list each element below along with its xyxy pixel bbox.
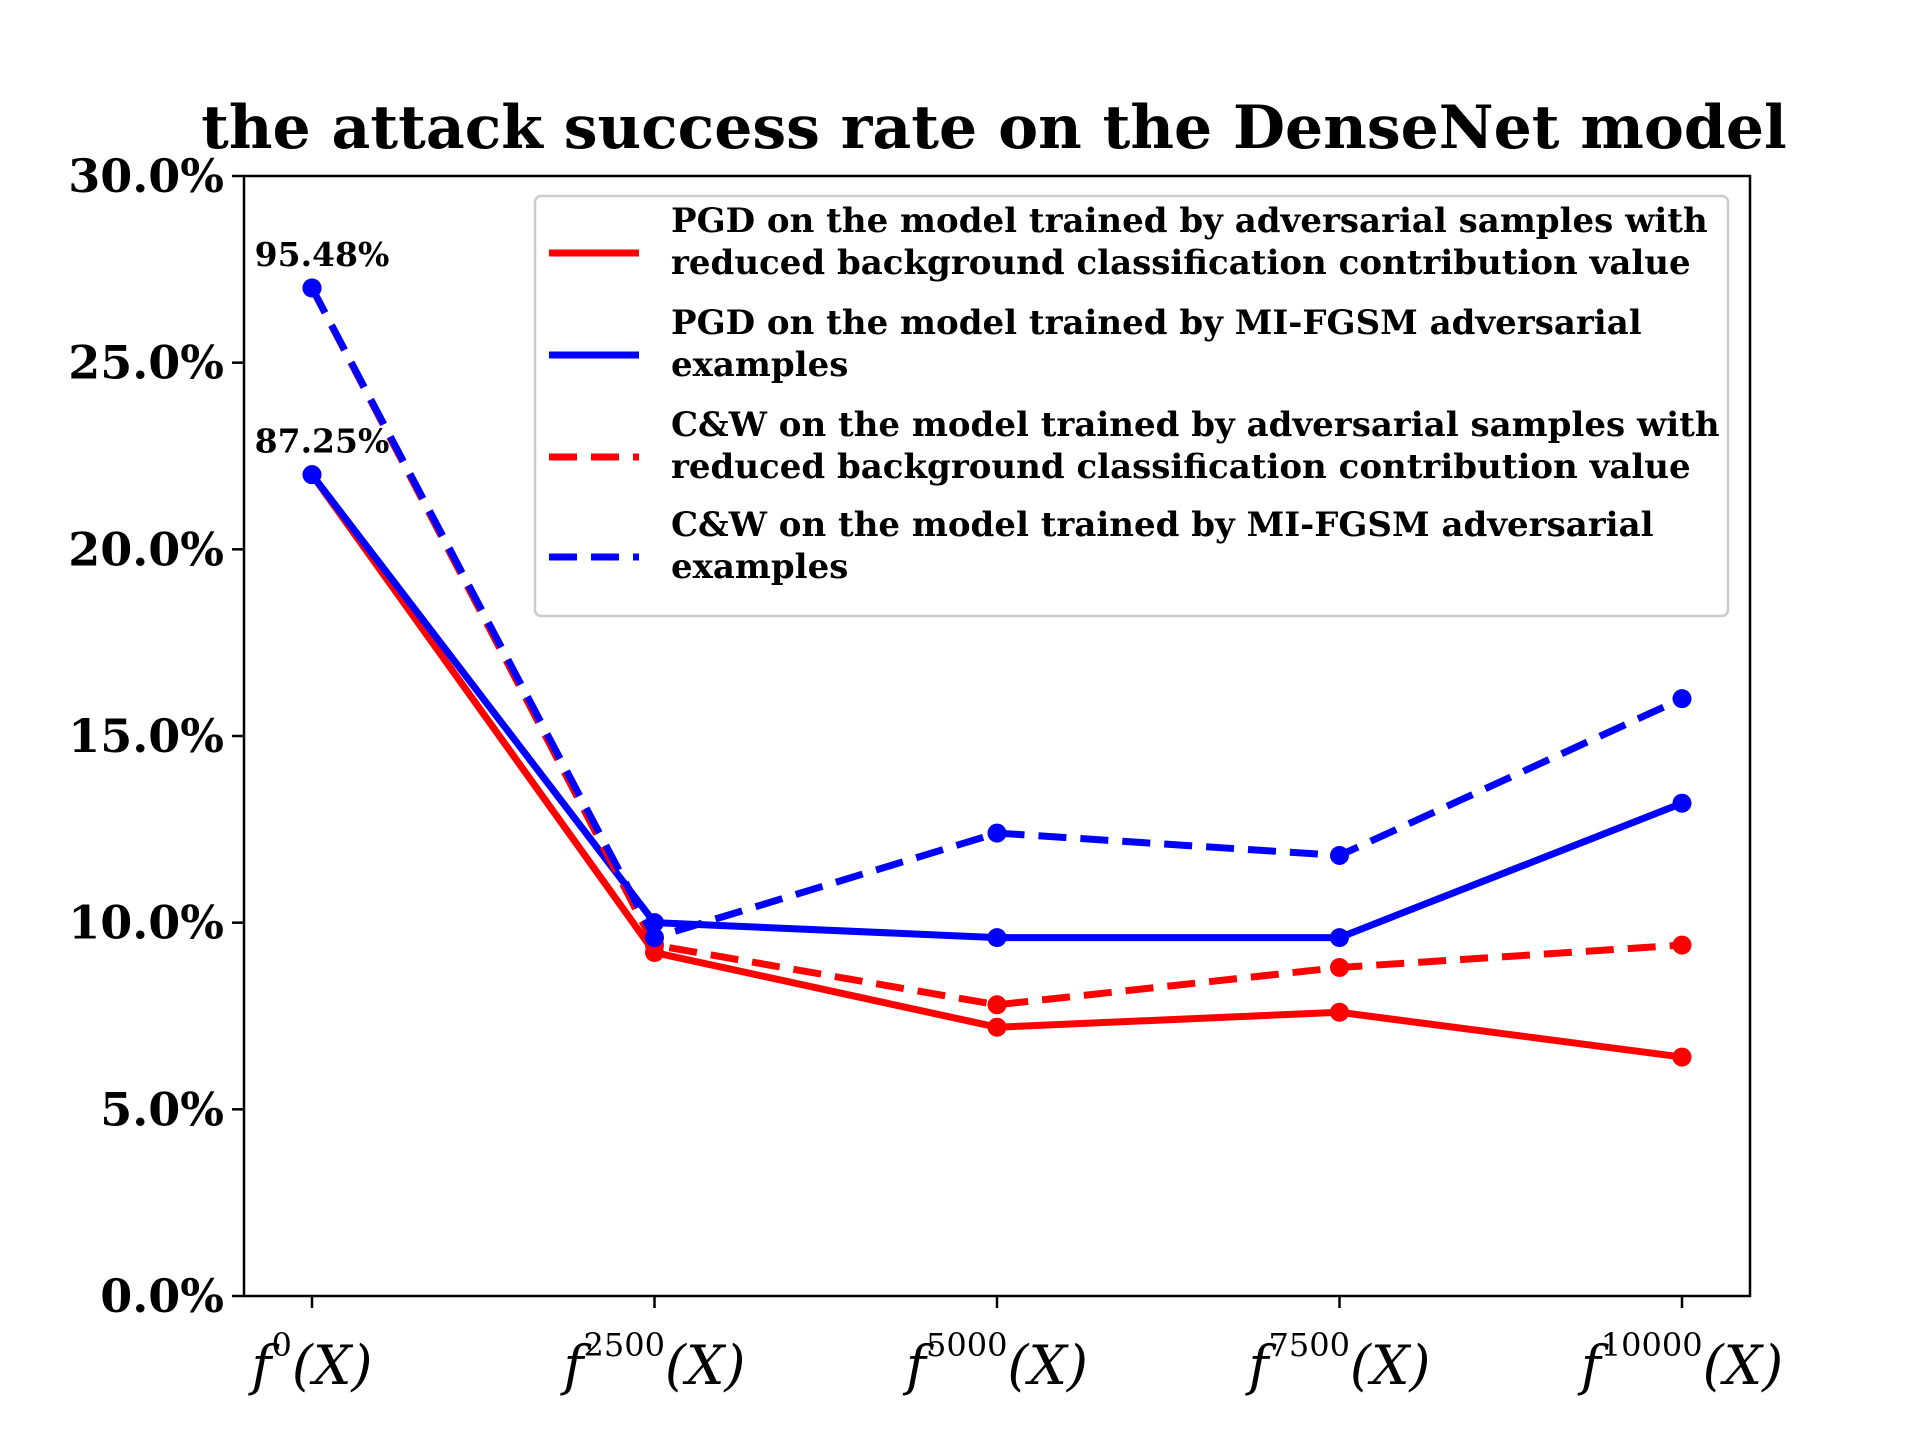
x-tick-label-superscript: 2500 bbox=[583, 1326, 664, 1364]
x-tick-label-tail: (X) bbox=[1350, 1334, 1431, 1397]
legend-label: reduced background classification contri… bbox=[671, 447, 1691, 487]
x-tick-label-tail: (X) bbox=[292, 1334, 373, 1397]
x-tick-label-superscript: 7500 bbox=[1268, 1326, 1349, 1364]
y-axis: 0.0% 5.0% 10.0% 15.0% 20.0% 25.0% 30.0% bbox=[68, 149, 244, 1323]
legend-label: C&W on the model trained by MI-FGSM adve… bbox=[671, 505, 1654, 545]
y-tick-label: 20.0% bbox=[68, 522, 224, 576]
legend-box bbox=[533, 194, 1730, 618]
annotation-layer: 95.48% 87.25% bbox=[255, 235, 390, 461]
chart-title: the attack success rate on the DenseNet … bbox=[201, 93, 1787, 163]
x-tick-label-tail: (X) bbox=[1703, 1334, 1784, 1397]
data-point bbox=[1330, 845, 1349, 865]
x-tick-label: f10000(X) bbox=[1577, 1326, 1783, 1397]
data-point bbox=[987, 928, 1007, 948]
x-tick-label-superscript: 5000 bbox=[926, 1326, 1007, 1364]
data-point bbox=[1330, 1002, 1349, 1022]
data-point bbox=[302, 465, 322, 485]
x-tick-label-tail: (X) bbox=[665, 1334, 746, 1397]
data-point bbox=[987, 1017, 1007, 1037]
legend-label: examples bbox=[671, 345, 848, 385]
data-point bbox=[1672, 689, 1692, 709]
series-layer bbox=[302, 278, 1692, 1067]
data-label: 95.48% bbox=[255, 235, 390, 274]
y-tick-label: 15.0% bbox=[68, 709, 224, 763]
series-2 bbox=[302, 465, 1692, 948]
data-point bbox=[987, 995, 1007, 1015]
legend-label: examples bbox=[671, 547, 848, 587]
x-tick-label-superscript: 0 bbox=[272, 1326, 292, 1364]
y-tick-label: 5.0% bbox=[100, 1082, 224, 1136]
y-tick-label: 0.0% bbox=[100, 1269, 224, 1323]
x-tick-label-tail: (X) bbox=[1007, 1334, 1088, 1397]
x-tick-label: f2500(X) bbox=[559, 1326, 745, 1397]
x-tick-label: f5000(X) bbox=[902, 1326, 1088, 1397]
data-point bbox=[1672, 935, 1692, 955]
data-point bbox=[302, 278, 322, 298]
legend-label: PGD on the model trained by adversarial … bbox=[671, 201, 1708, 241]
data-point bbox=[1672, 1047, 1692, 1067]
y-tick-label: 10.0% bbox=[68, 896, 224, 950]
data-point bbox=[1330, 957, 1349, 977]
data-point bbox=[987, 823, 1007, 843]
legend-label: PGD on the model trained by MI-FGSM adve… bbox=[671, 303, 1642, 343]
series-4 bbox=[302, 278, 1692, 948]
legend-label: C&W on the model trained by adversarial … bbox=[671, 405, 1720, 445]
data-label: 87.25% bbox=[255, 422, 390, 461]
legend: PGD on the model trained by adversarial … bbox=[533, 194, 1730, 618]
data-point bbox=[1330, 928, 1349, 948]
x-tick-label-superscript: 10000 bbox=[1601, 1326, 1703, 1364]
y-tick-label: 25.0% bbox=[68, 336, 224, 390]
x-tick-label: f0(X) bbox=[248, 1326, 373, 1397]
data-point bbox=[1672, 793, 1692, 813]
y-tick-label: 30.0% bbox=[68, 149, 224, 203]
data-point bbox=[645, 928, 664, 948]
x-tick-label: f7500(X) bbox=[1244, 1326, 1430, 1397]
legend-label: reduced background classification contri… bbox=[671, 243, 1691, 283]
x-axis: f0(X) f2500(X) f5000(X) f7500(X) f10000(X) bbox=[248, 1296, 1783, 1397]
